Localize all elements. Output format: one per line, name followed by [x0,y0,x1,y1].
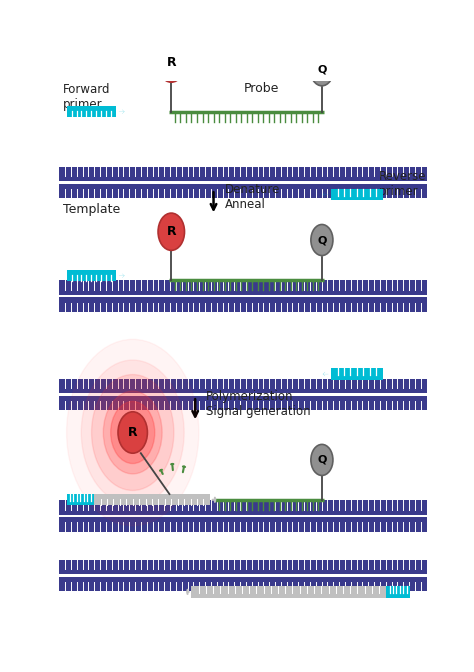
Circle shape [82,360,184,505]
Text: R: R [128,426,137,439]
Bar [59,396,427,410]
Text: Polymerization
Signal generation: Polymerization Signal generation [206,390,311,418]
Circle shape [118,412,147,453]
Circle shape [311,444,333,476]
Bar [59,577,427,591]
Circle shape [103,391,162,474]
Bar [59,560,427,575]
Circle shape [111,401,155,464]
Circle shape [67,339,199,526]
Bar [386,586,410,597]
Bar [59,517,427,532]
Text: R: R [166,225,176,239]
Bar [66,494,94,505]
Bar [94,494,210,505]
Text: R: R [166,56,176,69]
Circle shape [91,374,174,491]
Text: Forward
primer: Forward primer [63,83,110,112]
Bar [59,379,427,393]
Bar [59,500,427,515]
Circle shape [311,224,333,255]
Text: Template: Template [63,203,120,216]
Bar [59,280,427,295]
Text: Denature
Anneal: Denature Anneal [225,183,280,211]
Bar [66,106,116,118]
Circle shape [310,52,334,86]
Bar [331,368,383,380]
Bar [331,189,383,200]
Circle shape [158,213,184,251]
Bar [191,586,386,597]
Text: Q: Q [317,455,327,465]
Bar [59,167,427,181]
Bar [59,298,427,312]
Circle shape [157,43,185,82]
Text: Q: Q [317,235,327,245]
Text: Q: Q [317,65,327,75]
Bar [66,270,116,282]
Text: Probe: Probe [244,82,279,95]
Text: Reverse
primer: Reverse primer [379,170,426,198]
Bar [59,183,427,198]
